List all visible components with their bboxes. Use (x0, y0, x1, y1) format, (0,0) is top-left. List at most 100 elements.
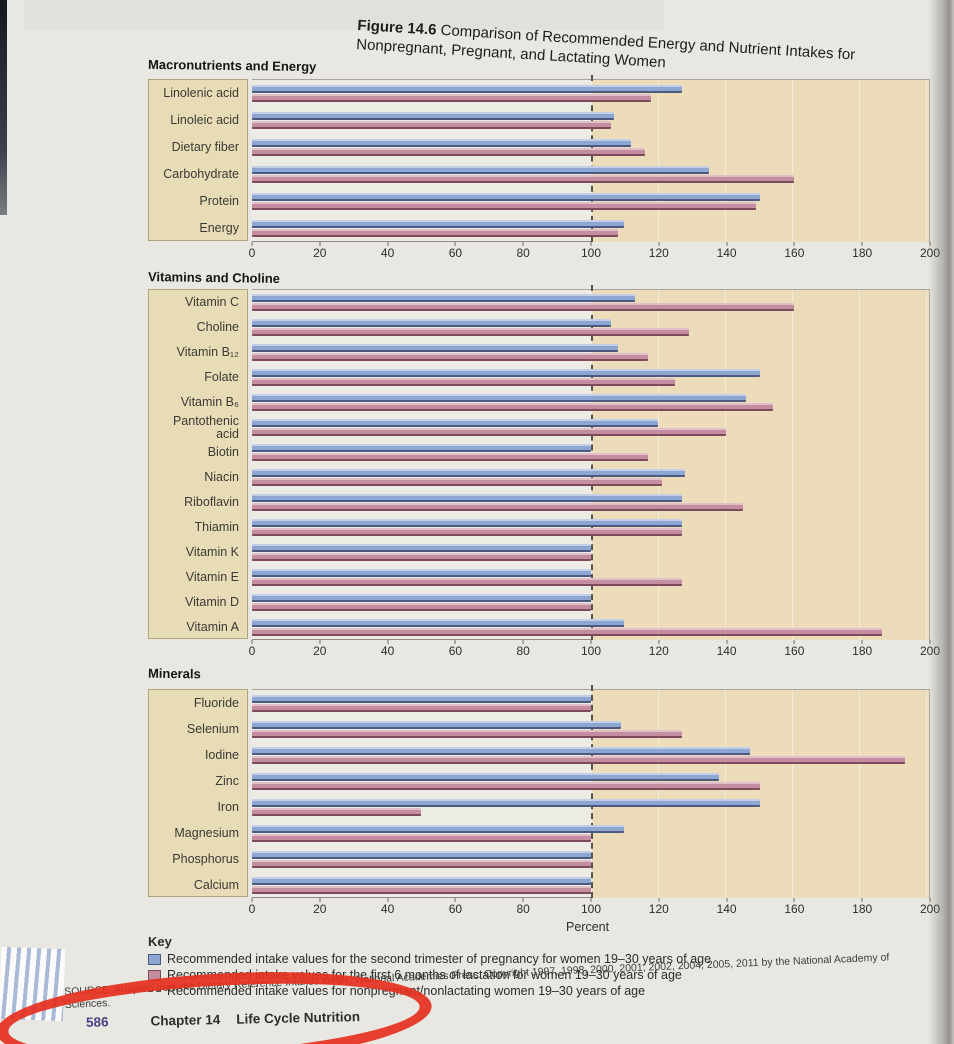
axis-tick-label: 20 (313, 246, 327, 260)
axis-tick-label: 60 (448, 644, 463, 658)
axis-tick (387, 898, 389, 902)
axis-tick-label: 0 (248, 644, 256, 658)
key-item: Recommended intake values for nonpregnan… (148, 983, 711, 999)
axis-tick (319, 640, 321, 644)
axis-tick-label: 140 (716, 246, 737, 260)
axis-tick-label: 40 (380, 902, 395, 916)
axis-tick (861, 640, 863, 644)
axis-tick-label: 120 (648, 644, 669, 658)
bar-pregnancy (252, 850, 591, 859)
axis-tick (658, 242, 660, 246)
x-axis: 020406080100120140160180200 (249, 897, 940, 922)
axis-tick (387, 640, 389, 644)
bar-pregnancy (252, 394, 747, 402)
bar-pregnancy (252, 444, 591, 452)
row-label: Fluoride (193, 695, 239, 710)
bar-row (252, 872, 929, 898)
axis-tick-label: 120 (648, 246, 669, 260)
bar-pregnancy (252, 519, 682, 527)
row-label: Linolenic acid (163, 86, 239, 100)
bar-row (252, 440, 929, 465)
bar-lactation (252, 755, 906, 764)
axis-tick-label: 20 (313, 644, 327, 658)
bar-row (252, 615, 929, 640)
section-header-minerals: Minerals (147, 665, 201, 682)
bar-row (252, 846, 929, 872)
bar-row (252, 820, 929, 846)
key-swatch-pink (148, 969, 161, 981)
section-header-macronutrients: Macronutrients and Energy (147, 56, 317, 75)
axis-tick-label: 180 (852, 644, 873, 658)
bar-row (252, 415, 929, 440)
bar-pregnancy (252, 220, 625, 228)
bar-pregnancy (252, 876, 591, 885)
axis-tick-label: 100 (580, 644, 602, 658)
row-label: Biotin (207, 445, 239, 459)
bar-pregnancy (252, 772, 720, 781)
bar-pregnancy (252, 494, 682, 502)
bar-lactation (252, 781, 760, 790)
bar-lactation (252, 378, 676, 386)
bar-row (252, 515, 929, 540)
axis-tick-label: 20 (313, 902, 327, 916)
axis-tick-label: 140 (716, 902, 737, 916)
row-label: Vitamin B₆ (180, 395, 239, 409)
category-label-panel: Linolenic acid Linoleic acid Dietary fiber… (148, 79, 248, 241)
bar-row (252, 340, 929, 365)
bar-lactation (252, 528, 682, 536)
category-label-panel: Vitamin C Choline Vitamin B₁₂ Folate Vitamin… (148, 289, 248, 639)
bar-row (252, 540, 929, 565)
bar-lactation (252, 303, 794, 311)
bar-row (252, 590, 929, 615)
bar-pregnancy (252, 112, 615, 120)
row-label: Selenium (186, 721, 239, 736)
plot-area (252, 75, 930, 242)
row-label: Carbohydrate (163, 167, 239, 181)
axis-tick (454, 242, 456, 246)
axis-tick (251, 242, 253, 246)
axis-tick (590, 640, 592, 644)
bar-pregnancy (252, 469, 686, 477)
key-item: Recommended intake values for the first … (148, 967, 711, 983)
bar-pregnancy (252, 294, 635, 302)
bar-lactation (252, 478, 662, 486)
plot-area (252, 285, 930, 640)
key-title: Key (148, 934, 172, 949)
row-label: Choline (196, 320, 239, 334)
axis-tick (658, 640, 660, 644)
book-right-edge (928, 0, 954, 1044)
axis-tick (251, 640, 253, 644)
axis-tick (590, 898, 592, 902)
axis-tick-label: 160 (784, 246, 805, 260)
key-text: Recommended intake values for the second… (167, 952, 712, 966)
bar-lactation (252, 729, 682, 738)
row-label: Linoleic acid (170, 113, 239, 127)
bar-row (252, 742, 929, 768)
row-label: Folate (204, 370, 239, 384)
row-label: Thiamin (194, 520, 239, 534)
category-label-panel: Fluoride Selenium Iodine Zinc Iron Magnesium P… (148, 689, 248, 897)
book-left-edge (0, 0, 7, 215)
axis-tick-label: 120 (648, 902, 669, 916)
bar-pregnancy (252, 594, 591, 602)
axis-tick (590, 242, 592, 246)
row-label: Calcium (193, 877, 239, 892)
row-label: Dietary fiber (171, 140, 239, 154)
bar-lactation (252, 703, 591, 712)
axis-tick-label: 80 (516, 246, 530, 260)
axis-tick-label: 100 (580, 246, 602, 260)
figure-label: Figure 14.6 (356, 16, 438, 39)
axis-tick (861, 898, 863, 902)
x-axis-title: Percent (566, 920, 610, 934)
bar-row (252, 365, 929, 390)
bar-pregnancy (252, 619, 625, 627)
bar-row (252, 134, 929, 161)
row-label: Phosphorus (172, 851, 239, 866)
axis-tick (726, 898, 728, 902)
row-label: Magnesium (174, 825, 239, 840)
axis-tick-label: 40 (380, 644, 395, 658)
bar-row (252, 315, 929, 340)
bar-row (252, 690, 929, 716)
bar-row (252, 390, 929, 415)
